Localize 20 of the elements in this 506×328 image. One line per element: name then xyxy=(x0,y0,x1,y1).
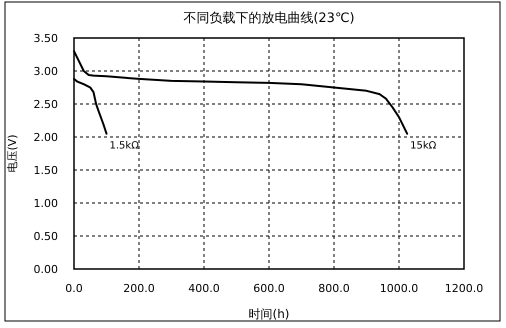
chart-title: 不同负载下的放电曲线(23℃) xyxy=(183,11,355,26)
series-label: 15kΩ xyxy=(410,140,437,152)
y-tick-label: 0.00 xyxy=(34,263,58,276)
y-tick-label: 2.00 xyxy=(34,131,58,144)
x-tick-label: 600.0 xyxy=(253,282,285,295)
x-axis-title: 时间(h) xyxy=(248,307,290,321)
y-tick-label: 2.50 xyxy=(34,98,58,111)
y-tick-label: 3.00 xyxy=(34,65,58,78)
x-tick-label: 400.0 xyxy=(188,282,220,295)
y-axis-title: 电压(V) xyxy=(6,134,19,173)
y-tick-label: 3.50 xyxy=(34,32,58,45)
x-tick-label: 1000.0 xyxy=(380,282,418,295)
y-tick-label: 1.50 xyxy=(34,164,58,177)
x-tick-label: 0.0 xyxy=(65,282,83,295)
y-tick-label: 0.50 xyxy=(34,230,58,243)
x-tick-label: 200.0 xyxy=(123,282,155,295)
x-tick-label: 800.0 xyxy=(318,282,350,295)
x-tick-label: 1200.0 xyxy=(444,282,484,295)
y-tick-label: 1.00 xyxy=(34,197,58,210)
series-label: 1.5kΩ xyxy=(110,140,140,152)
